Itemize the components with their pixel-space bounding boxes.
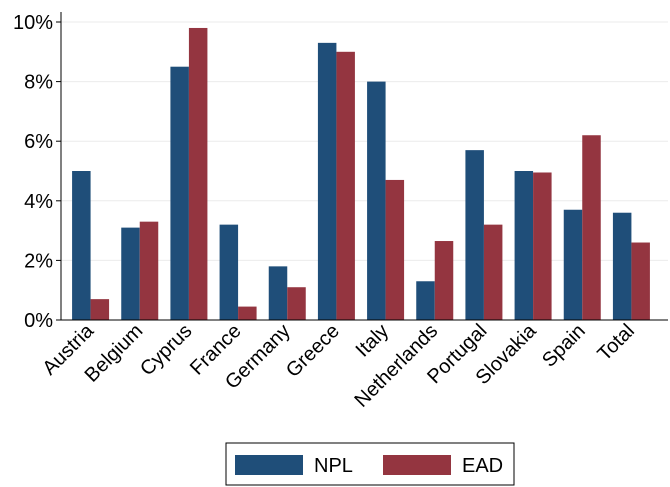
y-tick-label: 0% bbox=[24, 310, 53, 332]
bar-npl-belgium bbox=[121, 227, 140, 320]
x-tick-label: Italy bbox=[352, 320, 393, 361]
bar-ead-portugal bbox=[483, 224, 503, 320]
bar-npl-netherlands bbox=[416, 281, 435, 320]
bar-npl-france bbox=[219, 224, 239, 320]
bar-ead-france bbox=[238, 306, 257, 320]
bar-ead-austria bbox=[90, 299, 110, 320]
bar-npl-austria bbox=[72, 171, 91, 320]
y-tick-label: 6% bbox=[24, 131, 53, 153]
legend-swatch-npl bbox=[235, 455, 303, 475]
bar-ead-spain bbox=[582, 135, 601, 320]
bar-npl-greece bbox=[317, 42, 337, 321]
bar-ead-netherlands bbox=[434, 241, 454, 320]
bar-ead-greece bbox=[336, 51, 355, 321]
bar-npl-portugal bbox=[465, 150, 484, 320]
bar-ead-germany bbox=[287, 287, 306, 320]
x-tick-label: Spain bbox=[538, 320, 590, 372]
bar-npl-total bbox=[612, 212, 632, 320]
bar-ead-italy bbox=[385, 179, 405, 320]
y-tick-label: 2% bbox=[24, 250, 53, 272]
bar-ead-belgium bbox=[139, 221, 159, 320]
bar-ead-slovakia bbox=[533, 172, 552, 320]
x-tick-label: Total bbox=[594, 320, 639, 365]
legend-swatch-ead bbox=[383, 455, 451, 475]
x-tick-label: Greece bbox=[282, 320, 344, 382]
legend: NPL EAD bbox=[225, 442, 515, 486]
y-tick-label: 4% bbox=[24, 191, 53, 213]
bar-ead-cyprus bbox=[188, 27, 208, 321]
axes bbox=[60, 12, 668, 321]
bar-npl-spain bbox=[563, 209, 583, 320]
bar-npl-slovakia bbox=[514, 171, 534, 320]
bar-npl-italy bbox=[367, 81, 386, 320]
legend-label-npl: NPL bbox=[314, 455, 353, 477]
y-tick-label: 8% bbox=[24, 72, 53, 94]
y-axis-ticks: 0% 2% 4% 6% 8% 10% bbox=[13, 12, 61, 332]
bar-ead-total bbox=[631, 242, 650, 320]
x-tick-label: Cyprus bbox=[136, 320, 196, 380]
bar-npl-cyprus bbox=[170, 66, 189, 320]
bars bbox=[72, 27, 650, 321]
legend-label-ead: EAD bbox=[462, 455, 503, 477]
bar-npl-germany bbox=[268, 266, 288, 320]
y-tick-label: 10% bbox=[13, 12, 53, 34]
